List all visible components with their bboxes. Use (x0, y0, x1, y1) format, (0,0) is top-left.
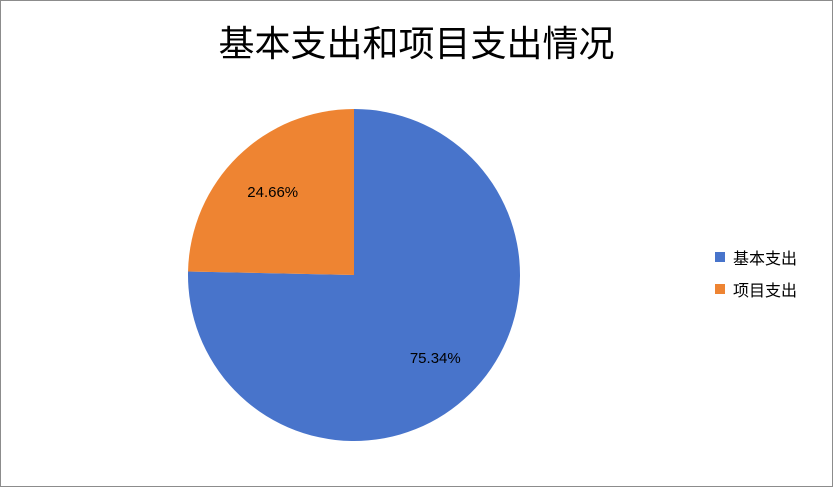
legend-label: 项目支出 (733, 281, 798, 300)
legend-label: 基本支出 (733, 249, 798, 268)
legend-swatch (715, 284, 725, 294)
pie-slice (188, 108, 354, 275)
legend-item: 项目支出 (715, 273, 797, 305)
legend-item: 基本支出 (715, 241, 797, 273)
legend-swatch (715, 252, 725, 262)
chart-title: 基本支出和项目支出情况 (218, 24, 615, 65)
data-label: 24.66% (247, 184, 298, 201)
legend: 基本支出 项目支出 (715, 241, 797, 305)
data-label: 75.34% (410, 350, 461, 367)
